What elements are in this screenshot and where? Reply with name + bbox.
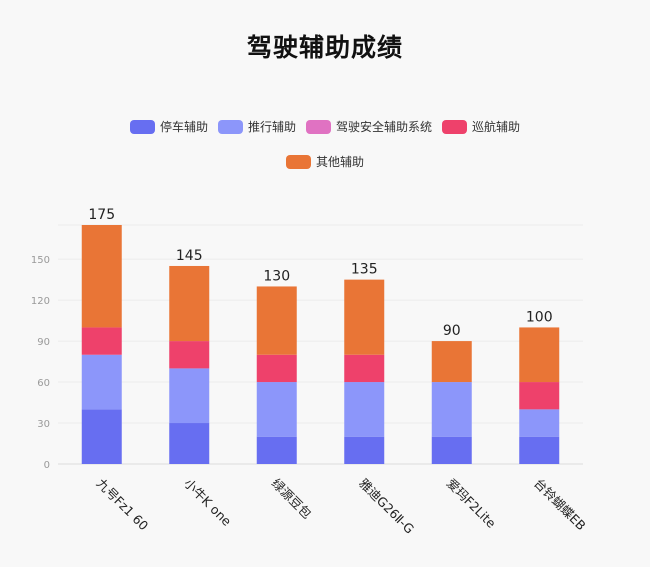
- bar-segment[interactable]: [256, 286, 297, 355]
- bar-segment[interactable]: [169, 341, 210, 369]
- bar-segment[interactable]: [81, 327, 122, 355]
- bar-segment[interactable]: [519, 327, 560, 383]
- legend-item-other-assist[interactable]: 其他辅助: [285, 153, 364, 170]
- x-tick-label: 绿源豆包: [269, 476, 315, 522]
- legend-swatch-icon: [442, 119, 468, 134]
- bar-total-label: 135: [351, 262, 378, 278]
- legend-row-2: 其他辅助: [0, 153, 650, 170]
- bar-segment[interactable]: [431, 382, 472, 437]
- legend-swatch-icon: [129, 119, 155, 134]
- legend-row-1: 停车辅助 推行辅助 驾驶安全辅助系统 巡航辅助: [0, 118, 650, 135]
- bar-segment[interactable]: [344, 436, 385, 464]
- bar-segment[interactable]: [344, 354, 385, 383]
- bar-segment[interactable]: [519, 382, 560, 410]
- legend-label: 其他辅助: [315, 155, 364, 169]
- x-tick-label: 小牛K one: [181, 476, 235, 530]
- bar-segment[interactable]: [256, 436, 297, 464]
- y-tick-label: 120: [31, 296, 50, 307]
- bar-segment[interactable]: [169, 423, 210, 464]
- bar-segment[interactable]: [256, 354, 297, 383]
- bar-total-label: 145: [176, 248, 203, 264]
- legend-label: 推行辅助: [247, 120, 296, 134]
- legend-item-driving-safety[interactable]: 驾驶安全辅助系统: [306, 118, 432, 135]
- y-tick-label: 90: [37, 337, 50, 348]
- x-tick-label: 爱玛F2Lite: [444, 476, 499, 531]
- y-tick-label: 30: [37, 419, 50, 430]
- bar-segment[interactable]: [344, 279, 385, 355]
- legend-item-push-assist[interactable]: 推行辅助: [217, 118, 296, 135]
- bar-total-label: 175: [88, 207, 115, 223]
- bar-segment[interactable]: [344, 382, 385, 437]
- bar-total-label: 90: [443, 323, 461, 339]
- legend-swatch-icon: [285, 154, 311, 169]
- x-tick-label: 台铃蝴蝶EB: [531, 476, 589, 534]
- bar-segment[interactable]: [81, 409, 122, 464]
- bar-segment[interactable]: [519, 436, 560, 464]
- bar-segment[interactable]: [256, 382, 297, 437]
- y-tick-label: 60: [37, 378, 50, 389]
- legend-swatch-icon: [217, 119, 243, 134]
- bar-segment[interactable]: [81, 354, 122, 410]
- legend-label: 驾驶安全辅助系统: [336, 120, 433, 134]
- legend-item-parking-assist[interactable]: 停车辅助: [129, 118, 208, 135]
- legend-label: 停车辅助: [159, 120, 208, 134]
- y-tick-label: 150: [31, 255, 50, 266]
- x-tick-label: 雅迪G26Ⅱ-G: [356, 476, 417, 537]
- legend-swatch-icon: [306, 119, 331, 134]
- bar-total-label: 100: [526, 309, 553, 325]
- y-tick-label: 0: [44, 460, 50, 471]
- legend-item-cruise-assist[interactable]: 巡航辅助: [442, 118, 520, 135]
- bar-segment[interactable]: [519, 409, 560, 437]
- bar-segment[interactable]: [169, 368, 210, 424]
- legend-label: 巡航辅助: [472, 120, 521, 134]
- bar-segment[interactable]: [169, 265, 210, 342]
- bar-segment[interactable]: [431, 436, 472, 464]
- x-tick-label: 九号Fz1 60: [94, 476, 152, 534]
- bar-segment[interactable]: [81, 225, 122, 328]
- bar-segment[interactable]: [431, 341, 472, 383]
- bar-total-label: 130: [263, 268, 290, 284]
- chart-title: 驾驶辅助成绩: [246, 33, 403, 62]
